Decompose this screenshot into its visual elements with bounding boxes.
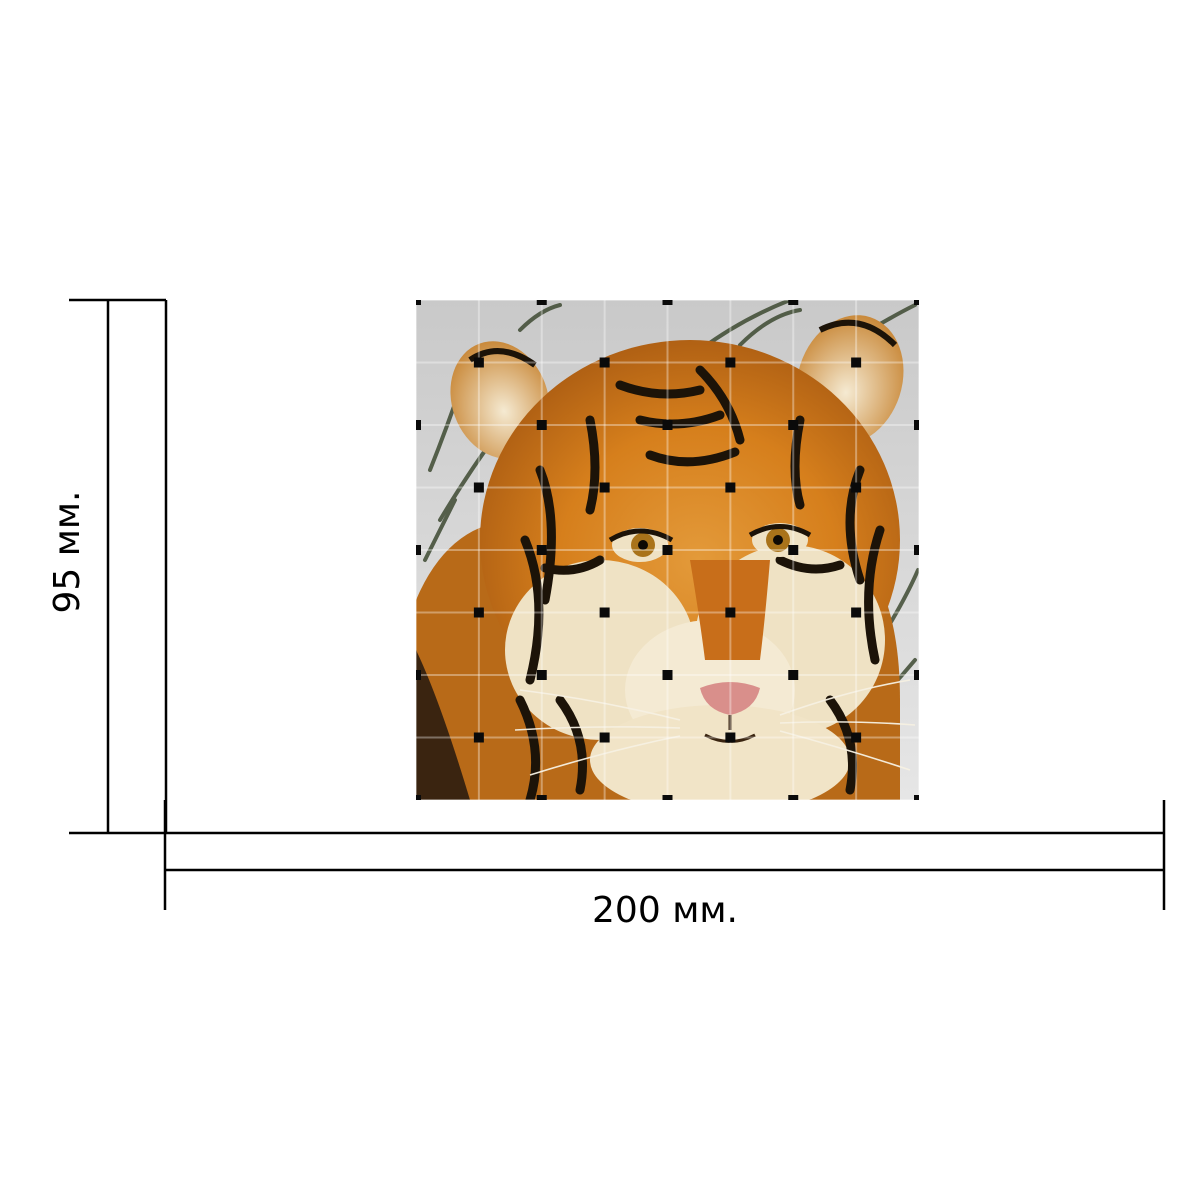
weave-knot (851, 732, 862, 743)
weave-knot (662, 420, 673, 430)
weave-knot (725, 607, 736, 618)
weave-knot (536, 670, 547, 680)
weave-knot (599, 607, 610, 618)
weave-knot (914, 795, 919, 800)
weave-knot (473, 357, 484, 368)
weave-knot (599, 482, 610, 493)
weave-knot (473, 732, 484, 743)
weave-knot (851, 607, 862, 618)
width-dimension (163, 800, 1166, 910)
weave-knot (788, 795, 799, 800)
weave-knot (725, 732, 736, 743)
weave-knot (788, 545, 799, 555)
weave-knot (599, 732, 610, 743)
weave-knot (725, 482, 736, 493)
tiger-tile-image (416, 300, 919, 800)
weave-knot (788, 300, 799, 305)
weave-knot (725, 357, 736, 368)
weave-knot (416, 670, 421, 680)
weave-knot (599, 357, 610, 368)
weave-knot (662, 545, 673, 555)
weave-knot (416, 545, 421, 555)
weave-knot (851, 482, 862, 493)
weave-knot (662, 795, 673, 800)
height-label: 95 мм. (47, 490, 88, 614)
weave-knot (536, 545, 547, 555)
weave-knot (536, 300, 547, 305)
weave-knot (662, 300, 673, 305)
weave-knot (788, 670, 799, 680)
weave-knot (914, 420, 919, 430)
weave-knot (473, 482, 484, 493)
weave-grid (416, 300, 919, 800)
width-label: 200 мм. (592, 890, 738, 931)
height-dimension (69, 298, 168, 835)
weave-knot (914, 300, 919, 305)
weave-knot (662, 670, 673, 680)
weave-knot (416, 420, 421, 430)
weave-knot (788, 420, 799, 430)
weave-knot (536, 420, 547, 430)
weave-knot (536, 795, 547, 800)
weave-knot (914, 545, 919, 555)
weave-knot (416, 300, 421, 305)
weave-knot (851, 357, 862, 368)
weave-knot (473, 607, 484, 618)
weave-knot (416, 795, 421, 800)
weave-knot (914, 670, 919, 680)
